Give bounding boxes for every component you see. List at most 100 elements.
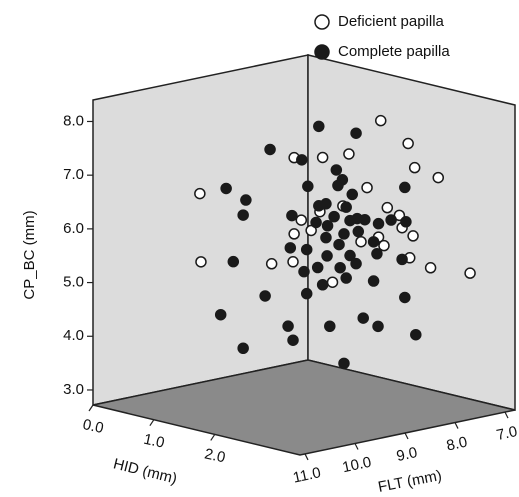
- point: [300, 243, 313, 256]
- point: [296, 154, 308, 166]
- y-tick: [504, 411, 509, 419]
- point: [350, 127, 362, 139]
- point: [298, 265, 310, 278]
- point: [227, 255, 240, 268]
- point: [344, 249, 356, 262]
- x-tick: [210, 434, 216, 441]
- point: [214, 308, 227, 321]
- legend-marker: [314, 44, 330, 60]
- point: [333, 238, 345, 251]
- point: [408, 161, 421, 174]
- y-tick-label: 10.0: [341, 454, 373, 477]
- point: [372, 320, 384, 333]
- point: [338, 228, 350, 240]
- point: [352, 225, 365, 238]
- point: [361, 181, 373, 194]
- point: [313, 120, 325, 133]
- point: [282, 320, 294, 332]
- point: [264, 143, 276, 156]
- point: [410, 328, 422, 341]
- point: [300, 287, 313, 300]
- point: [320, 198, 332, 210]
- y-tick-label: 7.0: [495, 423, 519, 444]
- point: [344, 214, 356, 227]
- z-tick-label: 6.0: [63, 220, 84, 237]
- point: [385, 214, 397, 226]
- point: [311, 261, 324, 274]
- point: [316, 279, 329, 291]
- point: [287, 256, 299, 268]
- point: [305, 224, 317, 237]
- point: [340, 201, 352, 213]
- z-axis-label: CP_BC (mm): [21, 210, 38, 299]
- point: [326, 276, 339, 288]
- point: [381, 201, 394, 214]
- point: [350, 257, 362, 270]
- point: [195, 256, 207, 268]
- legend-marker: [314, 14, 330, 30]
- point: [237, 342, 249, 355]
- point: [396, 253, 408, 266]
- point: [432, 171, 445, 184]
- point: [399, 181, 411, 194]
- point: [237, 209, 249, 221]
- point: [374, 114, 387, 127]
- point: [310, 216, 322, 229]
- point: [288, 228, 300, 240]
- point: [286, 209, 298, 222]
- y-tick: [404, 432, 409, 440]
- point: [194, 187, 206, 200]
- y-tick: [354, 443, 359, 450]
- y-tick-label: 11.0: [291, 464, 322, 486]
- point: [359, 213, 371, 226]
- point: [372, 217, 385, 230]
- y-tick-label: 8.0: [445, 434, 469, 455]
- x-tick: [149, 419, 155, 427]
- point: [328, 210, 340, 223]
- x-tick-label: 1.0: [142, 431, 166, 452]
- point: [324, 320, 336, 332]
- y-axis-label: FLT (mm): [377, 467, 443, 496]
- back-wall-left: [92, 54, 309, 406]
- point: [399, 291, 411, 304]
- point: [220, 182, 232, 195]
- point: [320, 231, 332, 244]
- point: [343, 148, 355, 160]
- floor: [92, 359, 516, 456]
- point: [316, 151, 329, 164]
- y-tick-label: 9.0: [395, 444, 419, 465]
- point: [346, 188, 358, 201]
- point: [424, 262, 437, 274]
- z-tick-label: 7.0: [63, 166, 84, 183]
- point: [371, 248, 383, 260]
- plot-box: [92, 54, 516, 456]
- x-tick: [88, 404, 94, 412]
- point: [321, 250, 333, 262]
- point: [330, 164, 343, 176]
- point: [378, 239, 390, 252]
- point: [287, 334, 299, 346]
- point: [338, 357, 350, 370]
- point: [334, 261, 346, 274]
- x-tick-label: 2.0: [203, 445, 227, 466]
- point: [332, 179, 344, 192]
- point: [240, 194, 252, 206]
- z-tick-label: 3.0: [63, 381, 84, 398]
- x-tick-label: 0.0: [81, 416, 105, 437]
- point: [357, 312, 369, 324]
- point: [302, 180, 314, 193]
- point: [367, 275, 380, 287]
- point: [400, 216, 412, 228]
- point: [284, 242, 297, 254]
- x-axis-label: HID (mm): [112, 455, 179, 487]
- point: [259, 290, 271, 302]
- y-tick: [454, 422, 459, 429]
- point: [295, 214, 308, 226]
- z-tick-label: 8.0: [63, 112, 84, 129]
- point: [367, 236, 380, 248]
- point: [402, 137, 414, 150]
- legend-label: Deficient papilla: [338, 13, 445, 30]
- z-tick-label: 4.0: [63, 327, 84, 344]
- point: [265, 258, 278, 270]
